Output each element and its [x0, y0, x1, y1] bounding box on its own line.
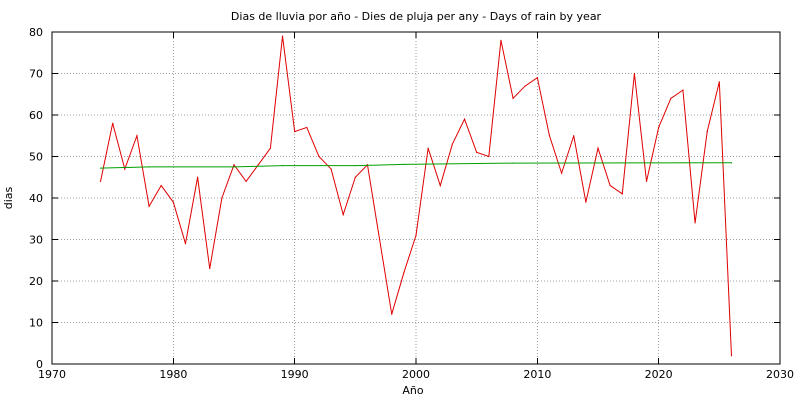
- data-point: [463, 118, 466, 120]
- data-point: [488, 155, 490, 158]
- data-point: [112, 122, 114, 124]
- data-point: [512, 162, 514, 164]
- data-point: [609, 184, 611, 187]
- data-point: [524, 85, 526, 87]
- x-tick-label: 2010: [523, 368, 551, 381]
- data-point: [172, 201, 174, 203]
- data-point: [476, 151, 478, 153]
- data-point: [427, 147, 429, 149]
- data-point: [451, 143, 453, 145]
- axes: [51, 31, 781, 365]
- data-point: [136, 135, 138, 137]
- y-axis-label: dias: [2, 186, 15, 209]
- data-point: [306, 126, 308, 129]
- data-point: [269, 147, 271, 149]
- data-point: [658, 126, 660, 129]
- data-point: [281, 35, 284, 37]
- data-point: [330, 168, 332, 170]
- y-tick-label: 20: [29, 275, 43, 288]
- data-point: [124, 168, 126, 170]
- data-point: [730, 162, 733, 164]
- y-tick-label: 70: [29, 68, 43, 81]
- data-point: [548, 135, 551, 137]
- y-tick-label: 10: [29, 317, 43, 330]
- data-point: [682, 89, 684, 91]
- y-tick-label: 60: [29, 109, 43, 122]
- data-point: [403, 272, 405, 274]
- data-point: [221, 197, 223, 199]
- chart-title: Dias de lluvia por año - Dies de pluja p…: [231, 10, 602, 23]
- data-point: [706, 131, 708, 133]
- x-tick-label: 2000: [402, 368, 430, 381]
- data-point: [160, 184, 162, 187]
- data-point: [184, 243, 187, 245]
- y-tick-label: 80: [29, 26, 43, 39]
- data-point: [573, 135, 575, 137]
- x-tick-label: 2030: [766, 368, 794, 381]
- series-layer: [99, 35, 733, 357]
- data-point: [439, 184, 441, 187]
- data-point: [391, 313, 393, 315]
- data-point: [233, 166, 235, 168]
- data-point: [99, 167, 102, 169]
- data-point: [354, 176, 356, 178]
- y-tick-label: 40: [29, 192, 43, 205]
- y-tick-label: 0: [36, 358, 43, 371]
- data-point: [294, 131, 296, 133]
- data-point: [245, 180, 247, 182]
- data-point: [585, 201, 587, 203]
- data-point: [379, 238, 381, 241]
- y-tick-label: 30: [29, 234, 43, 247]
- data-point: [718, 81, 720, 83]
- data-point: [694, 222, 696, 224]
- series-line-1: [100, 36, 732, 356]
- x-tick-label: 2020: [645, 368, 673, 381]
- data-point: [354, 165, 356, 167]
- plot-border: [51, 31, 781, 365]
- data-point: [197, 176, 199, 178]
- y-tick-label: 50: [29, 151, 43, 164]
- data-point: [645, 180, 648, 182]
- data-point: [621, 193, 623, 195]
- data-point: [403, 163, 405, 165]
- series-line-2: [100, 162, 732, 169]
- data-point: [633, 72, 636, 75]
- data-point: [500, 39, 502, 41]
- data-point: [209, 267, 211, 270]
- data-point: [281, 165, 284, 167]
- data-point: [233, 164, 235, 166]
- data-point: [670, 97, 672, 99]
- x-tick-label: 1980: [159, 368, 187, 381]
- data-point: [318, 155, 320, 158]
- data-point: [561, 172, 563, 174]
- data-point: [257, 164, 259, 166]
- x-axis-label: Año: [402, 384, 423, 397]
- data-point: [342, 214, 344, 216]
- data-point: [597, 147, 599, 149]
- x-tick-label: 1970: [38, 368, 66, 381]
- grid: [52, 32, 780, 364]
- data-point: [536, 77, 538, 79]
- data-point: [148, 205, 150, 207]
- data-point: [512, 97, 514, 99]
- data-point: [415, 234, 417, 236]
- x-tick-label: 1990: [281, 368, 309, 381]
- data-point: [99, 180, 102, 182]
- tick-labels: 1970 1980 1990 2000 2010 2020 2030010203040506…: [29, 26, 794, 381]
- data-point: [730, 355, 733, 357]
- data-point: [148, 166, 150, 168]
